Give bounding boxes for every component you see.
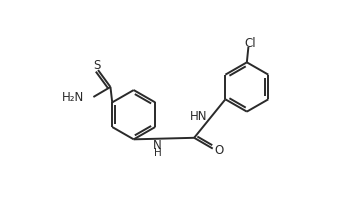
Text: H₂N: H₂N: [62, 91, 84, 104]
Text: H: H: [154, 147, 162, 157]
Text: N: N: [153, 139, 162, 151]
Text: O: O: [214, 143, 223, 156]
Text: S: S: [94, 59, 101, 72]
Text: Cl: Cl: [244, 37, 256, 50]
Text: HN: HN: [190, 109, 208, 122]
